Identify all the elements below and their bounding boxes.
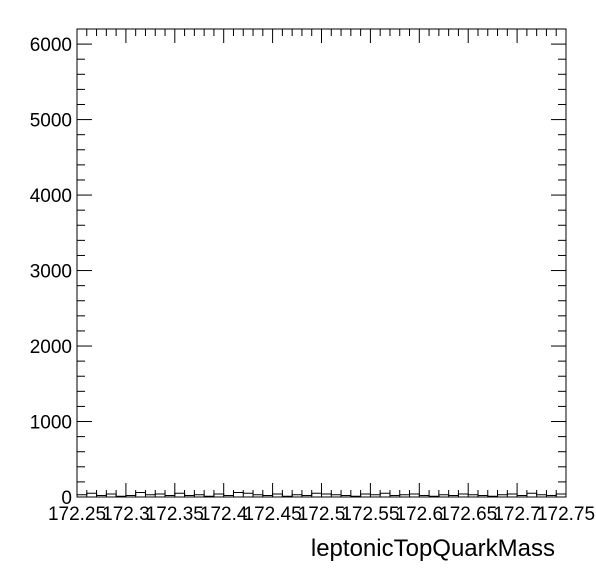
y-tick-label: 3000 [30, 262, 72, 283]
y-tick-label: 6000 [30, 35, 72, 56]
y-tick-label: 0 [61, 488, 72, 509]
y-tick-label: 1000 [30, 413, 72, 434]
x-tick-label: 172.75 [537, 504, 595, 525]
y-tick-label: 5000 [30, 111, 72, 132]
histogram-series-line [77, 491, 566, 497]
x-tick-label: 172.65 [439, 504, 497, 525]
y-axis-tick-labels: 0 1000 2000 3000 4000 5000 6000 [30, 35, 72, 509]
x-axis-tick-labels: 172.25172.3172.35172.4172.45172.5172.551… [48, 504, 595, 525]
plot-frame [76, 28, 567, 498]
x-tick-label: 172.25 [48, 504, 106, 525]
y-tick-label: 2000 [30, 337, 72, 358]
x-axis-title: leptonicTopQuarkMass [311, 535, 555, 562]
x-tick-label: 172.3 [102, 504, 150, 525]
x-tick-label: 172.4 [200, 504, 248, 525]
x-axis-ticks [76, 29, 567, 497]
x-tick-label: 172.5 [298, 504, 346, 525]
y-tick-label: 4000 [30, 186, 72, 207]
x-tick-label: 172.45 [244, 504, 302, 525]
x-tick-label: 172.6 [396, 504, 444, 525]
x-tick-label: 172.35 [146, 504, 204, 525]
x-tick-label: 172.55 [341, 504, 399, 525]
y-axis-ticks [77, 28, 566, 498]
x-tick-label: 172.7 [493, 504, 541, 525]
